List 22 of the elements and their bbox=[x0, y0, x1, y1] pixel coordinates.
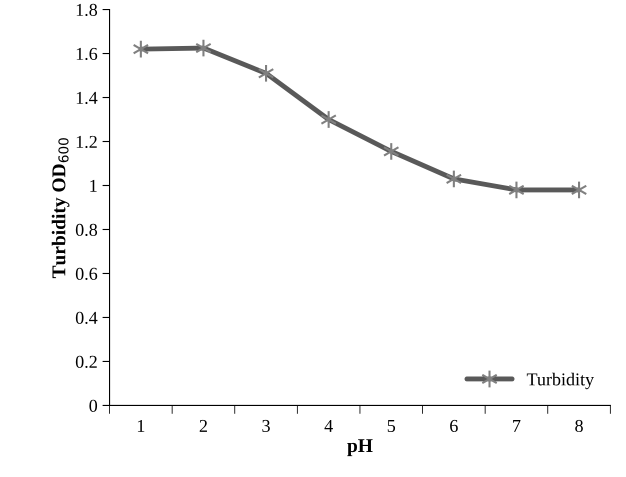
y-tick-label: 1.8 bbox=[76, 4, 98, 16]
y-tick-label: 1.2 bbox=[76, 136, 97, 148]
y-tick-label: 1.6 bbox=[76, 48, 98, 60]
legend-label: Turbidity bbox=[526, 372, 594, 390]
y-axis-title: Turbidity OD$_{600}$ bbox=[52, 138, 70, 278]
x-tick-label: 1 bbox=[138, 420, 144, 432]
point bbox=[382, 142, 400, 161]
x-tick-label: 3 bbox=[262, 420, 270, 432]
x-tick-label: 8 bbox=[575, 420, 583, 432]
x-tick-label: 7 bbox=[513, 420, 520, 432]
x-tick-label: 4 bbox=[324, 420, 333, 432]
y-tick-label: 0 bbox=[89, 400, 98, 412]
y-tick-label: 0.8 bbox=[76, 224, 98, 236]
y-tick-label: 0.2 bbox=[76, 356, 97, 368]
x-axis-title: pH bbox=[347, 439, 373, 456]
x-tick-label: 6 bbox=[450, 420, 458, 432]
y-tick-label: 0.4 bbox=[76, 312, 98, 324]
x-tick-label: 2 bbox=[200, 420, 207, 432]
y-tick-label: 1.4 bbox=[76, 92, 98, 104]
y-tick-label: 1 bbox=[90, 180, 97, 192]
x-tick-label: 5 bbox=[388, 420, 396, 432]
y-tick-label: 0.6 bbox=[76, 268, 98, 280]
